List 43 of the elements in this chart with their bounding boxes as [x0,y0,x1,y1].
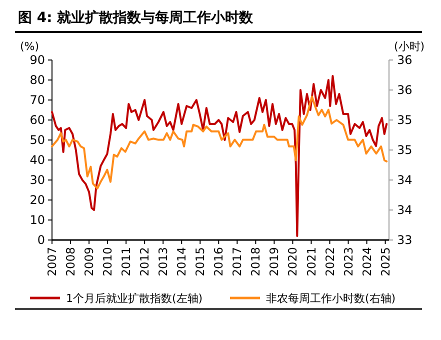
y2-tick-label: 33 [397,233,412,248]
x-tick-label: 2017 [230,247,244,276]
x-tick-label: 2015 [193,247,208,276]
chart-title: 图 4: 就业扩散指数与每周工作小时数 [18,9,254,26]
y-tick-label: 90 [30,53,45,68]
y2-tick-label: 36 [397,83,412,98]
y2-tick-label: 34 [397,173,412,188]
x-tick-label: 2008 [64,247,78,276]
y2-tick-label: 36 [397,53,412,68]
line-series [51,75,388,237]
legend-label: 非农每周工作小时数(右轴) [266,292,396,305]
x-tick-label: 2021 [304,247,318,276]
x-tick-label: 2022 [322,247,337,276]
x-tick-label: 2009 [82,247,96,276]
y-tick-label: 40 [30,153,45,168]
legend-label: 1个月后就业扩散指数(左轴) [66,292,203,305]
x-tick-label: 2012 [138,247,152,276]
y-tick-label: 70 [30,93,45,108]
y2-tick-label: 35 [397,143,412,158]
y-tick-label: 60 [30,113,45,128]
x-tick-label: 2014 [174,247,189,276]
y-axis-title: (%) [20,40,40,53]
y-tick-label: 80 [30,73,45,88]
y-tick-label: 50 [30,133,45,148]
x-tick-label: 2020 [286,247,300,276]
y2-tick-label: 34 [397,203,412,218]
y-tick-label: 0 [37,233,45,248]
y2-tick-label: 35 [397,113,412,128]
x-tick-label: 2023 [341,247,356,276]
y-tick-label: 20 [30,193,45,208]
x-tick-label: 2024 [360,247,374,276]
x-tick-label: 2010 [100,247,115,276]
y-tick-label: 30 [30,173,45,188]
x-tick-label: 2019 [267,247,282,276]
x-tick-label: 2007 [45,247,60,276]
x-tick-label: 2011 [119,247,134,276]
x-tick-label: 2016 [212,247,226,276]
y2-axis-title: (小时) [394,40,425,53]
x-tick-label: 2018 [248,247,263,276]
y-tick-label: 10 [30,213,45,228]
line-series [51,96,388,190]
x-tick-label: 2013 [156,247,170,276]
x-tick-label: 2025 [378,247,392,276]
